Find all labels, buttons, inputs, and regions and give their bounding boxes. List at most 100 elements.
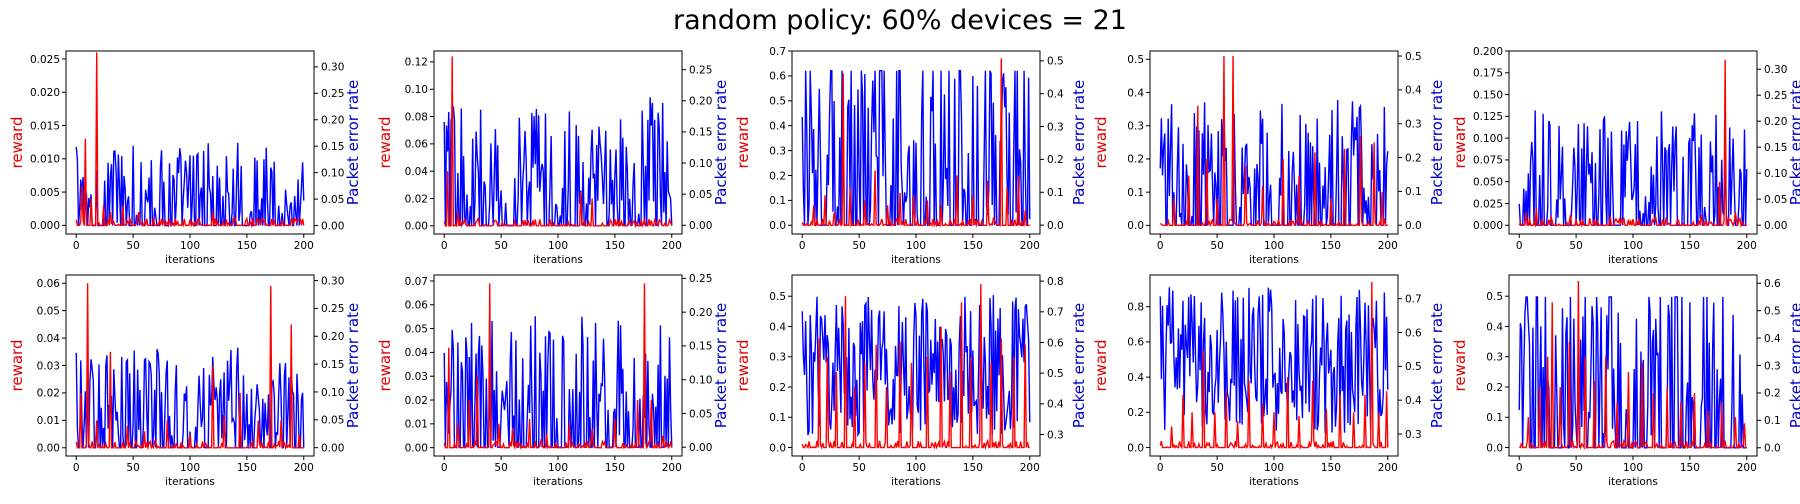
y2-tick-label: 0.05 bbox=[1764, 194, 1787, 206]
y-axis-label: reward bbox=[1092, 340, 1110, 392]
y-axis-label: reward bbox=[1092, 117, 1110, 169]
x-tick-label: 50 bbox=[852, 462, 865, 474]
y2-axis-label: Packet error rate bbox=[1428, 303, 1446, 428]
y2-tick-label: 0.2 bbox=[1047, 154, 1064, 166]
y-tick-label: 0.4 bbox=[1127, 87, 1144, 99]
y-tick-label: 0.1 bbox=[769, 195, 786, 207]
x-tick-label: 0 bbox=[73, 240, 80, 252]
y-tick-label: 0.00 bbox=[37, 443, 60, 455]
y-tick-label: 0.12 bbox=[405, 57, 428, 69]
packet-error-rate-line bbox=[801, 70, 1031, 228]
y2-tick-label: 0.20 bbox=[689, 96, 712, 108]
x-tick-label: 150 bbox=[237, 240, 257, 252]
y2-tick-label: 0.5 bbox=[1764, 305, 1781, 317]
y-tick-label: 0.00 bbox=[405, 221, 428, 233]
reward-line bbox=[1160, 55, 1388, 228]
x-tick-label: 100 bbox=[548, 240, 568, 252]
y2-tick-label: 0.0 bbox=[1047, 220, 1064, 232]
x-tick-label: 200 bbox=[1378, 462, 1398, 474]
x-tick-label: 50 bbox=[126, 462, 139, 474]
x-tick-label: 100 bbox=[1264, 462, 1284, 474]
y2-tick-label: 0.4 bbox=[1405, 85, 1422, 97]
y2-tick-label: 0.3 bbox=[1405, 119, 1422, 131]
y2-axis-label: Packet error rate bbox=[344, 80, 362, 205]
x-tick-label: 150 bbox=[237, 462, 257, 474]
packet-error-rate-line bbox=[75, 142, 305, 227]
subplot-1: 0 50 100 150 200 0.000 0.005 0.010 0.015 0.020 0.0… bbox=[8, 50, 362, 266]
reward-line bbox=[75, 283, 304, 451]
y2-tick-label: 0.10 bbox=[321, 167, 344, 179]
x-tick-label: 0 bbox=[1516, 240, 1523, 252]
x-tick-label: 200 bbox=[1020, 240, 1040, 252]
subplot-8: 0 50 100 150 200 0.0 0.1 0.2 0.3 0.4 0.5 0.3 0.4 0.5 0… bbox=[734, 274, 1088, 488]
y-tick-label: 0.2 bbox=[1127, 154, 1144, 166]
y-tick-label: 0.1 bbox=[1127, 187, 1144, 199]
y-tick-label: 0.2 bbox=[769, 170, 786, 182]
y-tick-label: 0.3 bbox=[1127, 121, 1144, 133]
y-tick-label: 0.5 bbox=[1127, 54, 1144, 66]
y-axis-label: reward bbox=[734, 117, 752, 169]
y2-tick-label: 0.2 bbox=[1764, 388, 1781, 400]
y2-tick-label: 0.30 bbox=[321, 62, 344, 74]
y-tick-label: 0.010 bbox=[30, 154, 60, 166]
x-tick-label: 150 bbox=[963, 462, 983, 474]
y2-tick-label: 0.30 bbox=[321, 275, 344, 287]
y2-axis-label: Packet error rate bbox=[1070, 303, 1088, 428]
x-axis-label: iterations bbox=[533, 476, 583, 488]
y-tick-label: 0.1 bbox=[769, 412, 786, 424]
x-tick-label: 200 bbox=[1737, 462, 1757, 474]
y2-tick-label: 0.15 bbox=[321, 141, 344, 153]
y-axis-label: reward bbox=[376, 117, 394, 169]
y-tick-label: 0.050 bbox=[1473, 177, 1503, 189]
y2-tick-label: 0.10 bbox=[689, 158, 712, 170]
y2-tick-label: 0.20 bbox=[321, 331, 344, 343]
x-tick-label: 200 bbox=[1020, 462, 1040, 474]
subplot-3: 0 50 100 150 200 0.0 0.1 0.2 0.3 0.4 0.5 0.6 0.7 0.0 0… bbox=[734, 46, 1088, 266]
x-tick-label: 150 bbox=[963, 240, 983, 252]
y2-tick-label: 0.3 bbox=[1764, 360, 1781, 372]
y2-tick-label: 0.3 bbox=[1405, 429, 1422, 441]
y2-tick-label: 0.05 bbox=[689, 408, 712, 420]
y-tick-label: 0.2 bbox=[1486, 382, 1503, 394]
y2-tick-label: 0.25 bbox=[1764, 90, 1787, 102]
y-tick-label: 0.015 bbox=[30, 120, 60, 132]
x-tick-label: 150 bbox=[1680, 240, 1700, 252]
y-tick-label: 0.3 bbox=[769, 145, 786, 157]
reward-line bbox=[75, 52, 305, 228]
x-axis-label: iterations bbox=[891, 476, 941, 488]
y-tick-label: 0.03 bbox=[405, 371, 428, 383]
y-axis-label: reward bbox=[1451, 117, 1469, 169]
y-tick-label: 0.5 bbox=[769, 96, 786, 108]
x-tick-label: 150 bbox=[1321, 240, 1341, 252]
packet-error-rate-line bbox=[443, 97, 673, 226]
y-tick-label: 0.4 bbox=[1127, 372, 1144, 384]
y2-axis-label: Packet error rate bbox=[1787, 80, 1800, 205]
subplot-6: 0 50 100 150 200 0.00 0.01 0.02 0.03 0.04 0.05 0.06… bbox=[8, 274, 362, 488]
x-tick-label: 100 bbox=[906, 240, 926, 252]
y2-tick-label: 0.7 bbox=[1405, 293, 1422, 305]
y-axis-label: reward bbox=[1451, 340, 1469, 392]
y2-tick-label: 0.25 bbox=[321, 88, 344, 100]
packet-error-rate-line bbox=[1159, 100, 1389, 226]
x-axis-label: iterations bbox=[165, 476, 215, 488]
x-tick-label: 200 bbox=[294, 462, 314, 474]
reward-line bbox=[1518, 59, 1747, 228]
y-tick-label: 0.04 bbox=[37, 333, 61, 345]
y2-tick-label: 0.1 bbox=[1047, 187, 1064, 199]
y2-tick-label: 0.3 bbox=[1047, 429, 1064, 441]
y-tick-label: 0.0 bbox=[1486, 442, 1503, 454]
packet-error-rate-line bbox=[1159, 287, 1389, 434]
y-tick-label: 0.5 bbox=[769, 291, 786, 303]
x-axis-label: iterations bbox=[1249, 254, 1299, 266]
y2-tick-label: 0.6 bbox=[1405, 327, 1422, 339]
y-tick-label: 0.5 bbox=[1486, 291, 1503, 303]
y-tick-label: 0.07 bbox=[405, 276, 428, 288]
y-tick-label: 0.02 bbox=[37, 388, 60, 400]
y-tick-label: 0.1 bbox=[1486, 412, 1503, 424]
y2-tick-label: 0.05 bbox=[689, 189, 712, 201]
x-tick-label: 0 bbox=[799, 462, 806, 474]
y-tick-label: 0.6 bbox=[1127, 337, 1144, 349]
y-tick-label: 0.005 bbox=[30, 187, 60, 199]
subplot-10: 0 50 100 150 200 0.0 0.1 0.2 0.3 0.4 0.5 0.0 0.1 0.2 0… bbox=[1451, 274, 1800, 488]
